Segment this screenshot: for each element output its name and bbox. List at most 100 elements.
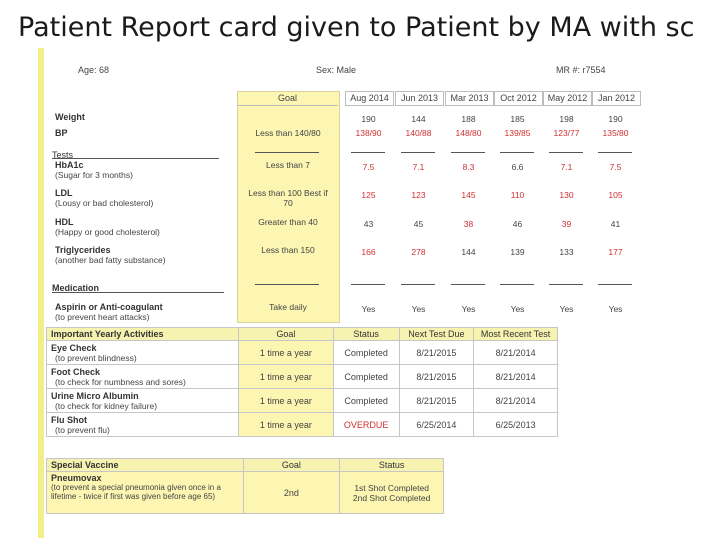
date-header: Aug 2014	[345, 91, 394, 106]
vaccine-status-2: 2nd Shot Completed	[352, 492, 431, 503]
medication-rule	[52, 292, 224, 293]
yearly-next-due: 8/21/2015	[398, 364, 475, 389]
row-value: 190	[608, 114, 623, 124]
yearly-recent: 8/21/2014	[473, 340, 558, 365]
yearly-status: Completed	[332, 340, 400, 365]
yearly-activity-cell: Urine Micro Albumin (to check for kidney …	[46, 388, 239, 413]
yearly-row: Eye Check (to prevent blindness) 1 time a …	[46, 340, 558, 365]
blank-line	[549, 152, 583, 153]
vaccine-row: Pneumovax (to prevent a special pneumoni…	[46, 471, 444, 514]
row-value: 139	[510, 247, 525, 257]
row-value: 177	[608, 247, 623, 257]
goal-header: Goal	[237, 91, 338, 106]
row-value: 140/88	[405, 128, 432, 138]
age-field: Age: 68	[78, 65, 110, 75]
vaccine-cell-label: Pneumovax (to prevent a special pneumoni…	[46, 471, 244, 514]
yearly-goal: 1 time a year	[237, 340, 334, 365]
row-value: Yes	[559, 304, 574, 314]
tests-rule	[52, 158, 219, 159]
yearly-activity-label: Urine Micro Albumin	[51, 390, 139, 401]
vaccine-label: Pneumovax	[51, 473, 102, 483]
yearly-activity-sub: (to prevent flu)	[55, 424, 110, 435]
blank-line	[598, 284, 632, 285]
mr-field: MR #: r7554	[556, 65, 606, 75]
yearly-header-next: Next Test Due	[398, 327, 475, 341]
row-value: Yes	[608, 304, 623, 314]
row-sublabel: (another bad fatty substance)	[55, 255, 166, 265]
row-value: 7.1	[560, 162, 573, 172]
vaccine-goal: 2nd	[242, 471, 341, 514]
blank-line	[500, 152, 534, 153]
row-sublabel: (Lousy or bad cholesterol)	[55, 198, 154, 208]
medication-label: Medication	[52, 283, 100, 293]
row-value: 135/80	[602, 128, 629, 138]
yearly-status: Completed	[332, 388, 400, 413]
row-goal: Less than 150	[261, 245, 315, 255]
row-value: 144	[461, 247, 476, 257]
row-value: 148/80	[455, 128, 482, 138]
row-label: BP	[55, 128, 68, 138]
yearly-next-due: 6/25/2014	[398, 412, 475, 437]
yearly-recent: 8/21/2014	[473, 388, 558, 413]
yearly-activity-sub: (to prevent blindness)	[55, 352, 137, 363]
blank-line	[401, 284, 435, 285]
row-label: Aspirin or Anti-coagulant	[55, 302, 163, 312]
tests-label: Tests	[52, 150, 74, 160]
yearly-row: Flu Shot (to prevent flu) 1 time a year OVE…	[46, 412, 558, 437]
row-value: 144	[411, 114, 426, 124]
vaccine-status-1: 1st Shot Completed	[354, 482, 429, 493]
row-value: 130	[559, 190, 574, 200]
yearly-activity-sub: (to check for kidney failure)	[55, 400, 158, 411]
yearly-activity-cell: Foot Check (to check for numbness and sor…	[46, 364, 239, 389]
row-value: Yes	[361, 304, 376, 314]
report-card	[38, 48, 650, 538]
row-value: 39	[561, 219, 572, 229]
row-goal: Less than 7	[266, 160, 310, 170]
row-sublabel: (Sugar for 3 months)	[55, 170, 133, 180]
row-label: Triglycerides	[55, 245, 111, 255]
yearly-header-goal: Goal	[237, 327, 334, 341]
blank-line	[401, 152, 435, 153]
yearly-status: Completed	[332, 364, 400, 389]
card-left-border	[38, 48, 44, 538]
yearly-recent: 6/25/2013	[473, 412, 558, 437]
yearly-header-recent: Most Recent Test	[473, 327, 558, 341]
vaccine-header-status: Status	[339, 458, 444, 472]
row-value: 188	[461, 114, 476, 124]
yearly-activity-cell: Eye Check (to prevent blindness)	[46, 340, 239, 365]
row-value: 123/77	[553, 128, 580, 138]
special-vaccine-table: Special Vaccine Goal Status Pneumovax (t…	[46, 458, 444, 514]
blank-line	[351, 152, 385, 153]
date-header: Jan 2012	[592, 91, 641, 106]
yearly-goal: 1 time a year	[237, 388, 334, 413]
row-value: 166	[361, 247, 376, 257]
row-sublabel: (Happy or good cholesterol)	[55, 227, 160, 237]
row-value: 45	[413, 219, 424, 229]
row-sublabel: (to prevent heart attacks)	[55, 312, 150, 322]
date-header: Mar 2013	[445, 91, 494, 106]
blank-line	[451, 284, 485, 285]
row-value: 185	[510, 114, 525, 124]
row-value: Yes	[510, 304, 525, 314]
date-header: May 2012	[543, 91, 592, 106]
yearly-activity-sub: (to check for numbness and sores)	[55, 376, 186, 387]
vaccine-status-cell: 1st Shot Completed 2nd Shot Completed	[339, 471, 444, 514]
row-value: 198	[559, 114, 574, 124]
date-header: Oct 2012	[494, 91, 543, 106]
row-value: 110	[510, 190, 525, 200]
row-value: 139/85	[504, 128, 531, 138]
row-value: 123	[411, 190, 426, 200]
vaccine-header-goal: Goal	[242, 458, 341, 472]
yearly-goal: 1 time a year	[237, 364, 334, 389]
row-goal: Less than 140/80	[255, 128, 321, 138]
row-value: Yes	[461, 304, 476, 314]
goal-blank-line	[255, 152, 319, 153]
row-label: HbA1c	[55, 160, 84, 170]
blank-line	[351, 284, 385, 285]
row-value: 38	[463, 219, 474, 229]
slide-title: Patient Report card given to Patient by …	[18, 12, 695, 43]
row-value: 190	[361, 114, 376, 124]
row-value: 145	[461, 190, 476, 200]
yearly-row: Urine Micro Albumin (to check for kidney …	[46, 388, 558, 413]
row-goal: Less than 100 Best if 70	[248, 188, 328, 208]
